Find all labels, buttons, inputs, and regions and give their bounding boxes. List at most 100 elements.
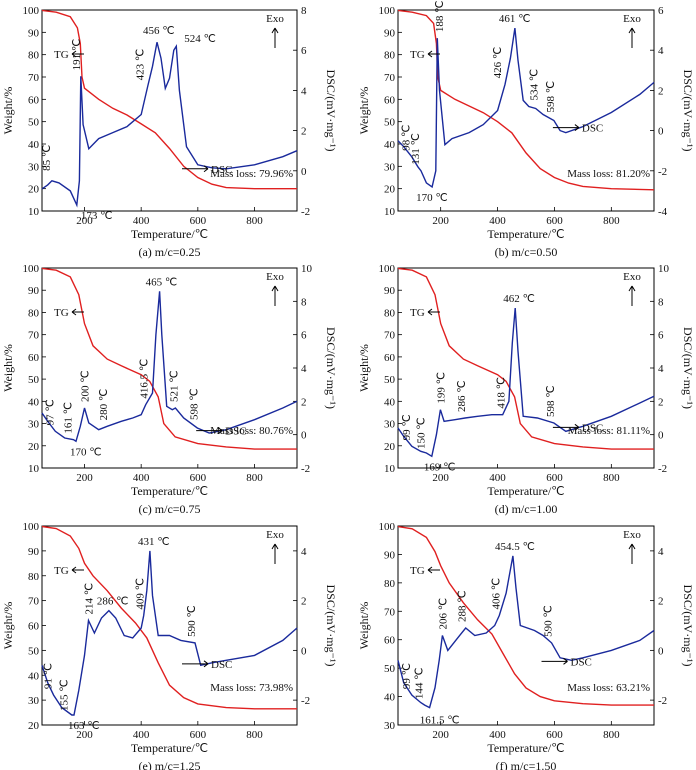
y-right-axis-title: DSC/(mV·mg⁻¹)	[324, 70, 338, 152]
dsc-series-label: DSC	[582, 123, 603, 135]
peak-label: 199 ℃	[435, 372, 447, 404]
x-tick-label: 600	[546, 215, 563, 227]
y-left-tick-label: 80	[384, 307, 396, 319]
y-left-tick-label: 80	[28, 571, 40, 583]
plot-frame	[41, 525, 298, 726]
peak-label: 426 ℃	[492, 47, 504, 79]
dsc-curve	[41, 42, 298, 208]
y-right-tick-label: -2	[658, 695, 667, 707]
plot-frame	[41, 267, 298, 469]
y-left-tick-label: 70	[28, 330, 40, 342]
y-left-tick-label: 10	[28, 463, 40, 475]
y-left-tick-label: 90	[28, 546, 40, 558]
x-tick-label: 400	[489, 215, 506, 227]
x-tick-label: 800	[603, 729, 620, 741]
y-right-tick-label: 2	[301, 596, 307, 608]
plot-frame	[397, 525, 655, 726]
y-left-tick-label: 20	[384, 441, 396, 453]
y-right-tick-label: 0	[301, 430, 307, 442]
y-right-tick-label: 2	[658, 396, 664, 408]
dsc-curve	[397, 27, 655, 189]
peak-label: 456 ℃	[143, 25, 175, 37]
y-left-tick-label: 20	[384, 184, 396, 196]
mass-loss-label: Mass loss: 79.96%	[210, 168, 293, 180]
x-axis-title: Temperature/℃	[131, 741, 208, 755]
peak-label: 163 ℃	[68, 720, 100, 732]
y-right-tick-label: -2	[658, 463, 667, 475]
peak-label: 286 ℃	[456, 380, 468, 412]
y-left-tick-label: 100	[379, 5, 396, 17]
y-right-tick-label: 2	[301, 126, 307, 138]
tg-series-label: TG	[410, 49, 425, 61]
chart-panel-5: 200 400 600 800 20 30 40 50 60 70 80 90 100 -2 0 2 4 Temp…	[1, 521, 338, 770]
x-tick-label: 400	[489, 729, 506, 741]
y-left-tick-label: 40	[28, 139, 40, 151]
x-tick-label: 400	[133, 215, 150, 227]
y-left-tick-label: 40	[384, 396, 396, 408]
chart-panel-1: 200 400 600 800 10 20 30 40 50 60 70 80 90 100 -2 0 2 4 6 8…	[1, 5, 338, 259]
y-left-tick-label: 80	[384, 578, 396, 590]
y-left-tick-label: 70	[28, 596, 40, 608]
y-right-tick-label: -2	[658, 166, 667, 178]
exo-label: Exo	[623, 271, 641, 283]
panel-caption: (f) m/c=1.50	[496, 759, 557, 770]
peak-label: 170 ℃	[70, 446, 102, 458]
peak-label: 188 ℃	[434, 1, 446, 33]
y-left-tick-label: 50	[28, 645, 40, 657]
y-right-tick-label: 8	[301, 296, 307, 308]
exo-label: Exo	[266, 13, 284, 25]
y-right-axis-title: DSC/(mV·mg⁻¹)	[681, 585, 695, 667]
x-tick-label: 200	[76, 472, 93, 484]
x-tick-label: 400	[133, 729, 150, 741]
y-left-tick-label: 30	[384, 161, 396, 173]
y-left-tick-label: 40	[384, 139, 396, 151]
y-left-tick-label: 70	[384, 72, 396, 84]
y-right-tick-label: 2	[658, 596, 664, 608]
y-left-axis-title: Weight/%	[1, 87, 15, 135]
peak-label: 416.5 ℃	[139, 359, 151, 399]
y-right-axis-title: DSC/(mV·mg⁻¹)	[681, 70, 695, 152]
y-left-tick-label: 70	[28, 72, 40, 84]
x-tick-label: 600	[190, 472, 207, 484]
y-left-tick-label: 40	[28, 396, 40, 408]
x-tick-label: 400	[489, 472, 506, 484]
y-left-tick-label: 90	[384, 27, 396, 39]
y-left-tick-label: 100	[379, 263, 396, 275]
y-right-axis-title: DSC/(mV·mg⁻¹)	[324, 327, 338, 409]
peak-label: 598 ℃	[545, 385, 557, 417]
y-left-tick-label: 90	[28, 285, 40, 297]
y-left-tick-label: 30	[384, 720, 396, 732]
peak-label: 409 ℃	[135, 578, 147, 610]
y-left-tick-label: 50	[28, 374, 40, 386]
peak-label: 169 ℃	[424, 461, 456, 473]
peak-label: 280 ℃	[98, 389, 110, 421]
y-left-tick-label: 80	[384, 50, 396, 62]
y-left-tick-label: 70	[384, 330, 396, 342]
exo-arrow-icon	[628, 285, 636, 306]
peak-label: 598 ℃	[188, 388, 200, 420]
peak-label: 191 ℃	[71, 39, 83, 71]
peak-label: 406 ℃	[490, 578, 502, 610]
x-tick-label: 400	[133, 472, 150, 484]
dsc-curve	[397, 307, 655, 458]
tg-arrow-icon	[71, 566, 84, 574]
y-right-tick-label: 0	[658, 126, 664, 138]
y-right-axis-title: DSC/(mV·mg⁻¹)	[324, 585, 338, 667]
y-left-axis-title: Weight/%	[1, 344, 15, 392]
y-right-tick-label: 8	[658, 296, 664, 308]
peak-label: 200 ℃	[80, 370, 92, 402]
x-tick-label: 200	[432, 472, 449, 484]
x-tick-label: 600	[546, 729, 563, 741]
y-left-tick-label: 10	[384, 463, 396, 475]
x-tick-label: 600	[546, 472, 563, 484]
y-left-tick-label: 90	[28, 27, 40, 39]
exo-label: Exo	[266, 529, 284, 541]
x-tick-label: 200	[76, 215, 93, 227]
peak-label: 170 ℃	[416, 192, 448, 204]
dsc-series-label: DSC	[571, 656, 592, 668]
x-tick-label: 600	[190, 729, 207, 741]
exo-arrow-icon	[271, 285, 279, 306]
y-left-tick-label: 20	[28, 441, 40, 453]
dsc-arrow-icon	[552, 124, 580, 131]
